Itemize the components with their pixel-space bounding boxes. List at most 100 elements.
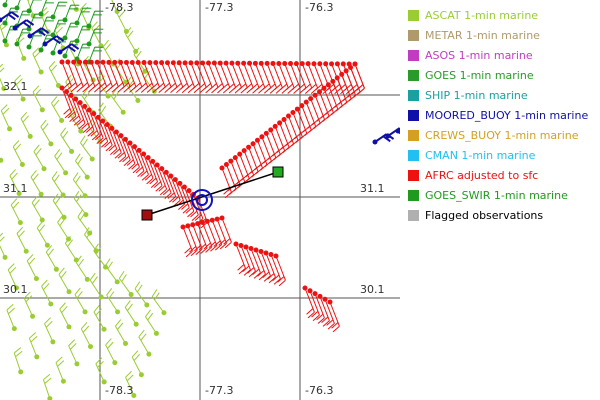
obs-point [133, 321, 139, 327]
obs-point [141, 151, 147, 157]
obs-point [12, 25, 18, 31]
obs-point [74, 361, 80, 367]
wind-barb [187, 225, 198, 257]
obs-point [132, 144, 138, 150]
obs-point [118, 133, 124, 139]
obs-point [100, 118, 106, 124]
obs-point [2, 254, 8, 260]
wind-barb [23, 291, 34, 317]
obs-point [276, 60, 282, 66]
obs-point [64, 89, 70, 95]
obs-point [161, 310, 167, 316]
obs-point [290, 110, 296, 116]
obs-point [308, 96, 314, 102]
obs-point [182, 60, 188, 66]
wind-barb [221, 217, 232, 249]
grid-label: 30.1 [3, 283, 28, 296]
obs-point [14, 41, 20, 47]
obs-point [248, 246, 254, 251]
obs-point [211, 60, 217, 66]
obs-point [129, 59, 135, 65]
legend: ASCAT 1-min marine METAR 1-min marine ASOS… [408, 9, 588, 222]
obs-point [204, 218, 210, 224]
wind-barb [79, 102, 91, 133]
wind-barb [329, 301, 340, 333]
wind-barb [202, 222, 213, 253]
grid-label: 31.1 [3, 182, 28, 195]
obs-point [229, 60, 235, 66]
obs-point [33, 276, 39, 282]
wind-barb [75, 153, 88, 178]
obs-point [141, 60, 147, 66]
obs-point [38, 47, 44, 53]
track-line [146, 171, 279, 216]
legend-label: SHIP 1-min marine [425, 89, 528, 102]
wind-barb [16, 226, 27, 252]
wind-barb [88, 46, 104, 63]
obs-point [214, 216, 220, 222]
obs-point [327, 299, 333, 305]
obs-point [95, 114, 101, 120]
wind-barb [245, 246, 256, 278]
wind-barb [0, 104, 10, 130]
obs-point [232, 155, 238, 161]
obs-point [89, 156, 95, 162]
obs-point [223, 162, 229, 168]
obs-point [172, 177, 178, 183]
obs-point [303, 99, 309, 105]
wind-barb [32, 47, 42, 73]
wind-barb [197, 223, 208, 254]
wind-barb [26, 254, 37, 279]
obs-point [264, 60, 270, 66]
obs-point [340, 61, 346, 67]
obs-point [385, 133, 391, 139]
wind-barb [151, 289, 165, 314]
legend-label: GOES_SWIR 1-min marine [425, 189, 568, 202]
obs-point [97, 139, 103, 145]
obs-point [73, 257, 79, 263]
obs-point [145, 155, 151, 161]
obs-point [268, 127, 274, 133]
obs-point [200, 220, 205, 225]
wind-barb [70, 95, 81, 126]
wind-barb [255, 249, 266, 281]
wind-barb [211, 220, 223, 251]
wind-barb [152, 161, 163, 192]
wind-barb [12, 140, 23, 165]
grid-label: 32.1 [3, 80, 28, 93]
wind-barb [54, 148, 67, 174]
obs-point [3, 42, 9, 48]
obs-point [237, 151, 243, 157]
obs-point [65, 59, 71, 65]
wind-barb [40, 0, 54, 15]
obs-point [104, 122, 110, 128]
wind-barb [110, 88, 124, 113]
wind-barb [105, 338, 116, 363]
obs-point [48, 301, 54, 307]
obs-point [317, 61, 323, 67]
obs-point [243, 244, 249, 250]
obs-point [60, 378, 66, 384]
obs-point [18, 369, 24, 375]
obs-point [299, 103, 305, 109]
wind-barb [145, 309, 157, 334]
wind-barb [0, 63, 5, 89]
obs-point [302, 285, 308, 291]
wind-barb [97, 117, 109, 148]
obs-point [294, 106, 300, 112]
wind-barb [115, 131, 127, 163]
wind-barb [179, 183, 190, 214]
obs-point [209, 217, 215, 223]
obs-point [252, 60, 258, 66]
wind-barb [33, 144, 45, 169]
obs-point [219, 165, 225, 171]
wind-barb [72, 172, 86, 197]
obs-point [101, 326, 107, 332]
wind-barb [88, 28, 104, 45]
obs-point [63, 170, 69, 176]
obs-point [59, 59, 65, 65]
legend-label: ASOS 1-min marine [425, 49, 533, 62]
wind-barb [84, 106, 95, 137]
wind-barb [95, 357, 105, 383]
obs-point [286, 113, 291, 119]
